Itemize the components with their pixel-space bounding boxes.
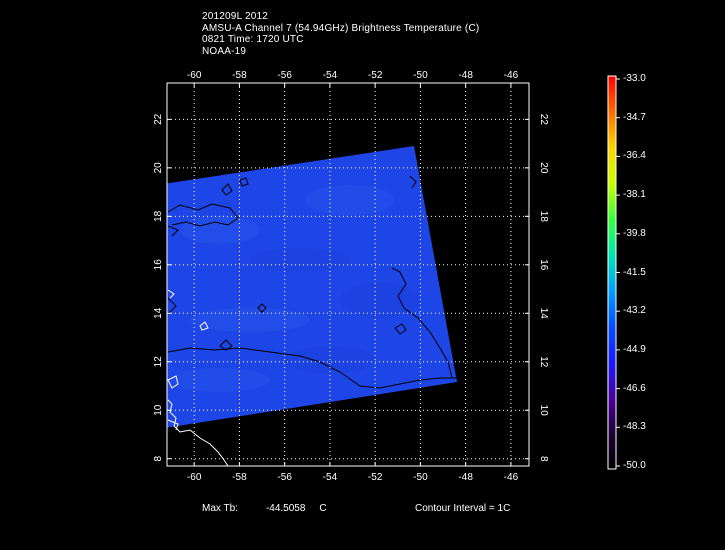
lon-label-bottom: -56	[277, 472, 292, 483]
lon-label-bottom: -50	[413, 472, 428, 483]
lat-label-left: 22	[153, 113, 164, 125]
lat-label-left: 18	[153, 210, 164, 222]
lat-label-left: 12	[153, 356, 164, 368]
channel-title: AMSU-A Channel 7 (54.94GHz) Brightness T…	[202, 22, 480, 34]
graticule	[167, 83, 529, 466]
lon-label-bottom: -48	[458, 472, 473, 483]
colorbar-label: -43.2	[623, 305, 646, 317]
storm-id-title: 201209L 2012	[202, 11, 268, 22]
max-tb-unit: C	[319, 503, 327, 514]
plot-header: 201209L 2012 AMSU-A Channel 7 (54.94GHz)…	[202, 11, 479, 57]
lat-label-right: 20	[538, 162, 549, 174]
colorbar-label: -36.4	[623, 150, 646, 162]
colorbar-label: -48.3	[623, 421, 646, 433]
lat-label-left: 10	[153, 404, 164, 416]
lat-label-right: 8	[538, 456, 549, 462]
colorbar-label: -50.0	[623, 460, 646, 471]
lon-label-top: -48	[458, 70, 473, 81]
colorbar-label: -34.7	[623, 111, 646, 123]
lon-label-bottom: -60	[187, 472, 202, 483]
lat-label-right: 14	[538, 308, 549, 320]
max-tb-readout: Max Tb: -44.5058 C	[202, 503, 327, 514]
lat-label-right: 18	[538, 211, 549, 223]
lat-label-left: 8	[153, 456, 164, 462]
satellite-title: NOAA-19	[202, 45, 247, 57]
lon-label-bottom: -52	[368, 472, 383, 483]
colorbar-label: -41.5	[623, 266, 646, 278]
colorbar-label: -38.1	[623, 189, 646, 201]
lat-label-right: 12	[538, 356, 549, 368]
colorbar-label: -39.8	[623, 227, 646, 239]
lat-label-left: 20	[153, 162, 164, 174]
colorbar	[607, 75, 617, 470]
lat-label-left: 14	[153, 307, 164, 319]
colorbar-ticks	[616, 78, 620, 467]
lon-label-top: -54	[323, 70, 338, 81]
lon-label-top: -60	[187, 70, 202, 81]
lon-label-top: -46	[504, 70, 519, 81]
lat-label-right: 10	[538, 405, 549, 417]
lon-label-bottom: -58	[232, 472, 247, 483]
lon-label-top: -52	[368, 70, 383, 81]
lat-label-left: 16	[153, 259, 164, 271]
max-tb-value: -44.5058	[265, 503, 306, 514]
map-frame	[166, 82, 530, 467]
max-tb-label: Max Tb:	[202, 503, 238, 514]
map-content	[167, 146, 457, 466]
colorbar-label: -33.0	[623, 73, 646, 84]
time-title: 0821 Time: 1720 UTC	[202, 34, 304, 45]
colorbar-label: -44.9	[623, 343, 646, 355]
contour-interval-label: Contour Interval = 1C	[415, 503, 511, 514]
axis-ticks: -60 -60 -58 -58 -56 -56 -54 -54 -52 -52 -50 -50 -48 -…	[153, 70, 549, 483]
lat-label-right: 22	[538, 114, 549, 126]
lat-label-right: 16	[538, 259, 549, 271]
lon-label-top: -50	[413, 70, 428, 81]
swath-texture	[170, 185, 420, 392]
lon-label-bottom: -46	[504, 472, 519, 483]
lon-label-top: -58	[232, 70, 247, 81]
colorbar-label: -46.6	[623, 382, 646, 394]
lon-label-top: -56	[277, 70, 292, 81]
lon-label-bottom: -54	[323, 472, 338, 483]
